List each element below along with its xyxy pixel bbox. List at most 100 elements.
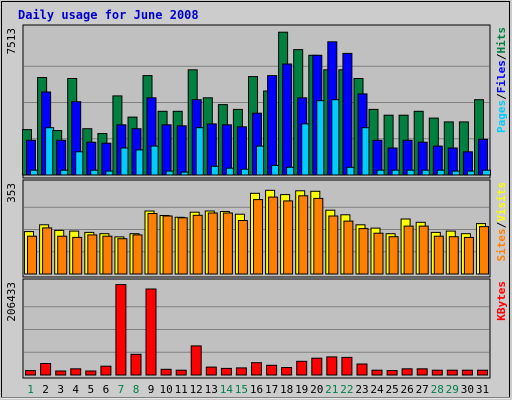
day-label: 18	[280, 383, 293, 396]
bar-kbytes-day-25	[386, 370, 398, 376]
bar-kbytes-day-19	[296, 360, 308, 376]
day-label: 8	[133, 383, 140, 396]
day-label: 15	[235, 383, 248, 396]
bar-kbytes-day-1	[25, 370, 36, 376]
bars	[24, 189, 489, 275]
bar-sites-day-8	[132, 234, 143, 275]
bar-files-day-11	[176, 125, 187, 176]
bar-kbytes-day-8	[130, 353, 142, 376]
bar-kbytes-day-10	[160, 368, 172, 376]
day-label: 19	[295, 383, 308, 396]
y-axis-label-part: KBytes	[495, 281, 508, 321]
bar-sites-day-6	[102, 235, 113, 275]
y-axis-label-part: Sites	[495, 228, 508, 261]
y-axis-label-part: Pages	[495, 100, 508, 133]
bar-kbytes-day-15	[235, 367, 247, 376]
day-label: 29	[446, 383, 459, 396]
bar-kbytes-day-30	[461, 369, 473, 376]
day-label: 27	[416, 383, 429, 396]
bar-sites-day-19	[298, 195, 309, 275]
bar-sites-day-10	[162, 215, 173, 275]
bar-kbytes-day-2	[40, 363, 52, 376]
bar-sites-day-14	[222, 212, 233, 275]
bar-sites-day-5	[87, 234, 98, 275]
day-label: 30	[461, 383, 474, 396]
day-label: 20	[310, 383, 323, 396]
bar-sites-day-18	[283, 200, 294, 275]
bar-files-day-18	[282, 63, 293, 176]
bar-kbytes-day-11	[175, 369, 187, 376]
day-label: 22	[340, 383, 353, 396]
day-label: 10	[159, 383, 172, 396]
y-axis-label-part: Visits	[495, 182, 508, 222]
day-label: 31	[476, 383, 489, 396]
panel-plot-area	[22, 278, 491, 379]
bar-kbytes-day-26	[401, 368, 413, 376]
day-label: 3	[57, 383, 64, 396]
day-label: 13	[205, 383, 218, 396]
bar-pages-day-31	[482, 169, 491, 176]
day-label: 28	[431, 383, 444, 396]
bar-sites-day-16	[253, 199, 263, 275]
y-max-label: 7513	[5, 28, 18, 55]
bar-kbytes-day-9	[145, 288, 157, 376]
bar-sites-day-27	[418, 225, 429, 275]
bar-kbytes-day-17	[266, 364, 278, 376]
bar-files-day-15	[236, 126, 247, 176]
y-max-label: 206433	[5, 282, 18, 322]
bar-kbytes-day-24	[371, 369, 383, 376]
bar-kbytes-day-5	[85, 370, 97, 376]
bar-sites-day-12	[192, 214, 203, 275]
bar-sites-day-7	[117, 238, 128, 275]
bar-kbytes-day-23	[356, 363, 368, 376]
y-axis-label-part: Hits	[495, 27, 508, 54]
x-axis-day-labels: 1 2 3 4 5 6 7 8 9 10 11 12 13 14 15 16 17 18 19 20 21 22 23 24 2…	[27, 383, 489, 396]
y-axis-label: KBytes	[495, 281, 508, 321]
bar-sites-day-21	[328, 215, 339, 275]
day-label: 26	[400, 383, 413, 396]
chart-title: Daily usage for June 2008	[18, 8, 199, 22]
day-label: 5	[87, 383, 94, 396]
bar-kbytes-day-7	[115, 284, 127, 376]
day-label: 9	[148, 383, 155, 396]
day-label: 2	[42, 383, 49, 396]
bar-files-day-31	[478, 138, 488, 176]
bar-sites-day-30	[463, 236, 474, 275]
day-label: 11	[175, 383, 188, 396]
bar-sites-day-23	[358, 228, 369, 275]
panel-kbytes: 206433 KBytes	[5, 278, 508, 379]
bar-kbytes-day-16	[251, 362, 262, 376]
bar-kbytes-day-4	[70, 368, 82, 376]
bars	[25, 284, 488, 376]
bar-files-day-14	[221, 124, 232, 176]
bar-sites-day-24	[373, 232, 384, 275]
bar-kbytes-day-28	[431, 369, 443, 376]
bar-kbytes-day-18	[281, 367, 293, 376]
bar-sites-day-20	[313, 197, 324, 275]
bar-kbytes-day-22	[341, 356, 353, 376]
bar-files-day-17	[267, 75, 278, 176]
day-label: 16	[250, 383, 263, 396]
y-axis-label-part: /	[495, 93, 508, 100]
y-max-label: 353	[5, 183, 18, 203]
day-label: 14	[220, 383, 234, 396]
bar-sites-day-28	[433, 235, 444, 275]
bar-sites-day-31	[479, 226, 489, 275]
bar-kbytes-day-27	[416, 368, 428, 376]
bar-sites-day-25	[388, 236, 399, 275]
bar-kbytes-day-29	[446, 369, 458, 376]
bar-sites-day-15	[237, 220, 248, 275]
day-label: 17	[265, 383, 278, 396]
bar-files-day-10	[161, 124, 172, 176]
day-label: 25	[385, 383, 398, 396]
bar-kbytes-day-13	[205, 366, 217, 376]
bar-kbytes-day-31	[477, 369, 488, 376]
bar-sites-day-1	[27, 235, 37, 275]
bar-sites-day-2	[42, 227, 53, 275]
bar-sites-day-29	[448, 236, 459, 275]
y-axis-label: Sites/Visits	[495, 182, 508, 262]
bar-kbytes-day-6	[100, 365, 112, 376]
panel-visits-sites: 353 Sites/Visits	[5, 179, 508, 278]
